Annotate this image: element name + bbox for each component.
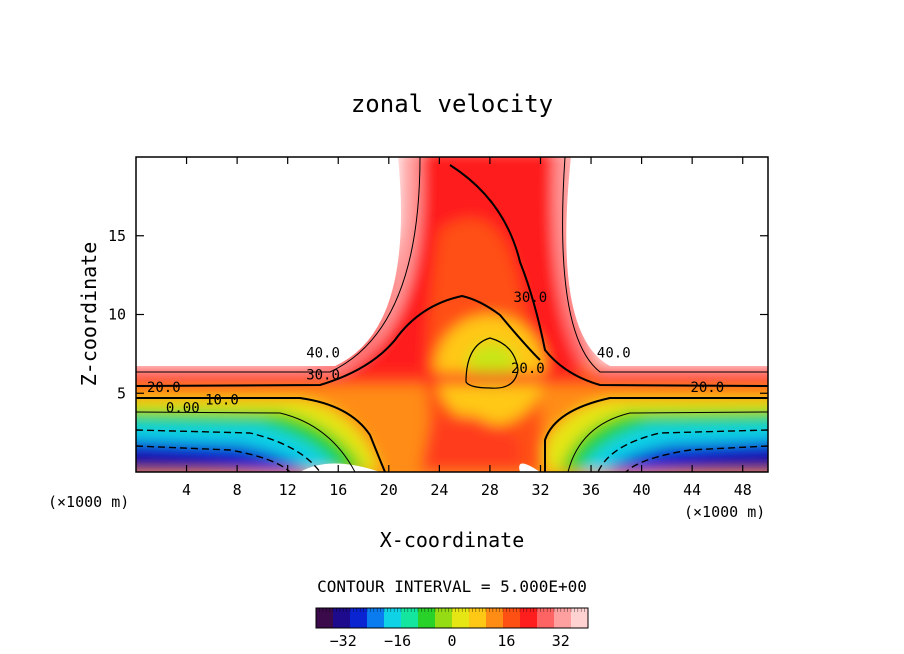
svg-text:0.00: 0.00 [166, 400, 200, 416]
contour-label: 40.0 [306, 345, 340, 361]
x-tick-label: 24 [430, 481, 448, 499]
svg-text:30.0: 30.0 [306, 367, 340, 383]
contour-label: 30.0 [306, 367, 340, 383]
colorbar: −32 −16 0 16 32 [315, 608, 589, 650]
x-tick-label: 8 [233, 481, 242, 499]
x-axis-label: X-coordinate [380, 528, 525, 552]
colorbar-swatch [418, 608, 436, 628]
x-unit-left: (×1000 m) [48, 493, 129, 511]
svg-text:20.0: 20.0 [147, 380, 181, 396]
colorbar-swatch [367, 608, 385, 628]
contour-label: 20.0 [511, 361, 545, 377]
svg-text:20.0: 20.0 [690, 380, 724, 396]
x-tick-label: 12 [279, 481, 297, 499]
colorbar-swatch [571, 608, 589, 628]
x-tick-label: 28 [481, 481, 499, 499]
contour-label: 40.0 [597, 345, 631, 361]
colorbar-swatch [333, 608, 351, 628]
contour-labels: 40.0 30.0 20.0 10.0 0.00 30.0 20.0 40.0 20.0 [147, 290, 724, 416]
y-axis: 5 10 15 [108, 227, 768, 402]
x-tick-label: 32 [531, 481, 549, 499]
colorbar-swatch [520, 608, 538, 628]
colorbar-tick-label: 0 [447, 632, 456, 650]
x-tick-label: 16 [329, 481, 347, 499]
svg-text:40.0: 40.0 [597, 345, 631, 361]
colorbar-swatch [384, 608, 402, 628]
contour-label: 30.0 [514, 290, 548, 306]
chart-title: zonal velocity [351, 90, 553, 118]
colorbar-swatch [503, 608, 521, 628]
y-axis-label: Z-coordinate [77, 242, 101, 387]
contour-label: 20.0 [690, 380, 724, 396]
x-tick-label: 40 [633, 481, 651, 499]
colorbar-swatch [435, 608, 453, 628]
svg-text:30.0: 30.0 [514, 290, 548, 306]
svg-text:40.0: 40.0 [306, 345, 340, 361]
x-axis: 4 8 12 16 20 24 28 32 36 40 44 48 [182, 157, 752, 499]
colorbar-tick-label: 32 [552, 632, 570, 650]
colorbar-swatch [554, 608, 572, 628]
x-tick-label: 48 [734, 481, 752, 499]
colorbar-swatch [537, 608, 555, 628]
x-tick-label: 4 [182, 481, 191, 499]
y-tick-label: 15 [108, 227, 126, 245]
contour-label: 10.0 [205, 393, 239, 409]
y-tick-label: 10 [108, 306, 126, 324]
colorbar-swatch [316, 608, 334, 628]
x-tick-label: 20 [380, 481, 398, 499]
contour-label: 0.00 [166, 400, 200, 416]
x-unit-right: (×1000 m) [684, 503, 765, 521]
contour-lines [136, 157, 768, 472]
colorbar-tick-label: −32 [330, 632, 357, 650]
colorbar-tick-label: −16 [384, 632, 411, 650]
colorbar-swatch [350, 608, 368, 628]
y-tick-label: 5 [117, 384, 126, 402]
contour-label: 20.0 [147, 380, 181, 396]
colorbar-swatch [486, 608, 504, 628]
colorbar-tick-label: 16 [497, 632, 515, 650]
x-tick-label: 44 [683, 481, 701, 499]
plot-area: 40.0 30.0 20.0 10.0 0.00 30.0 20.0 40.0 20.0 [135, 156, 769, 473]
velocity-field [136, 157, 768, 472]
colorbar-frame [315, 607, 589, 629]
contour-interval-label: CONTOUR INTERVAL = 5.000E+00 [317, 577, 587, 596]
colorbar-swatch [469, 608, 487, 628]
x-tick-label: 36 [582, 481, 600, 499]
colorbar-swatch [401, 608, 419, 628]
svg-text:20.0: 20.0 [511, 361, 545, 377]
svg-text:10.0: 10.0 [205, 393, 239, 409]
colorbar-swatch [452, 608, 470, 628]
